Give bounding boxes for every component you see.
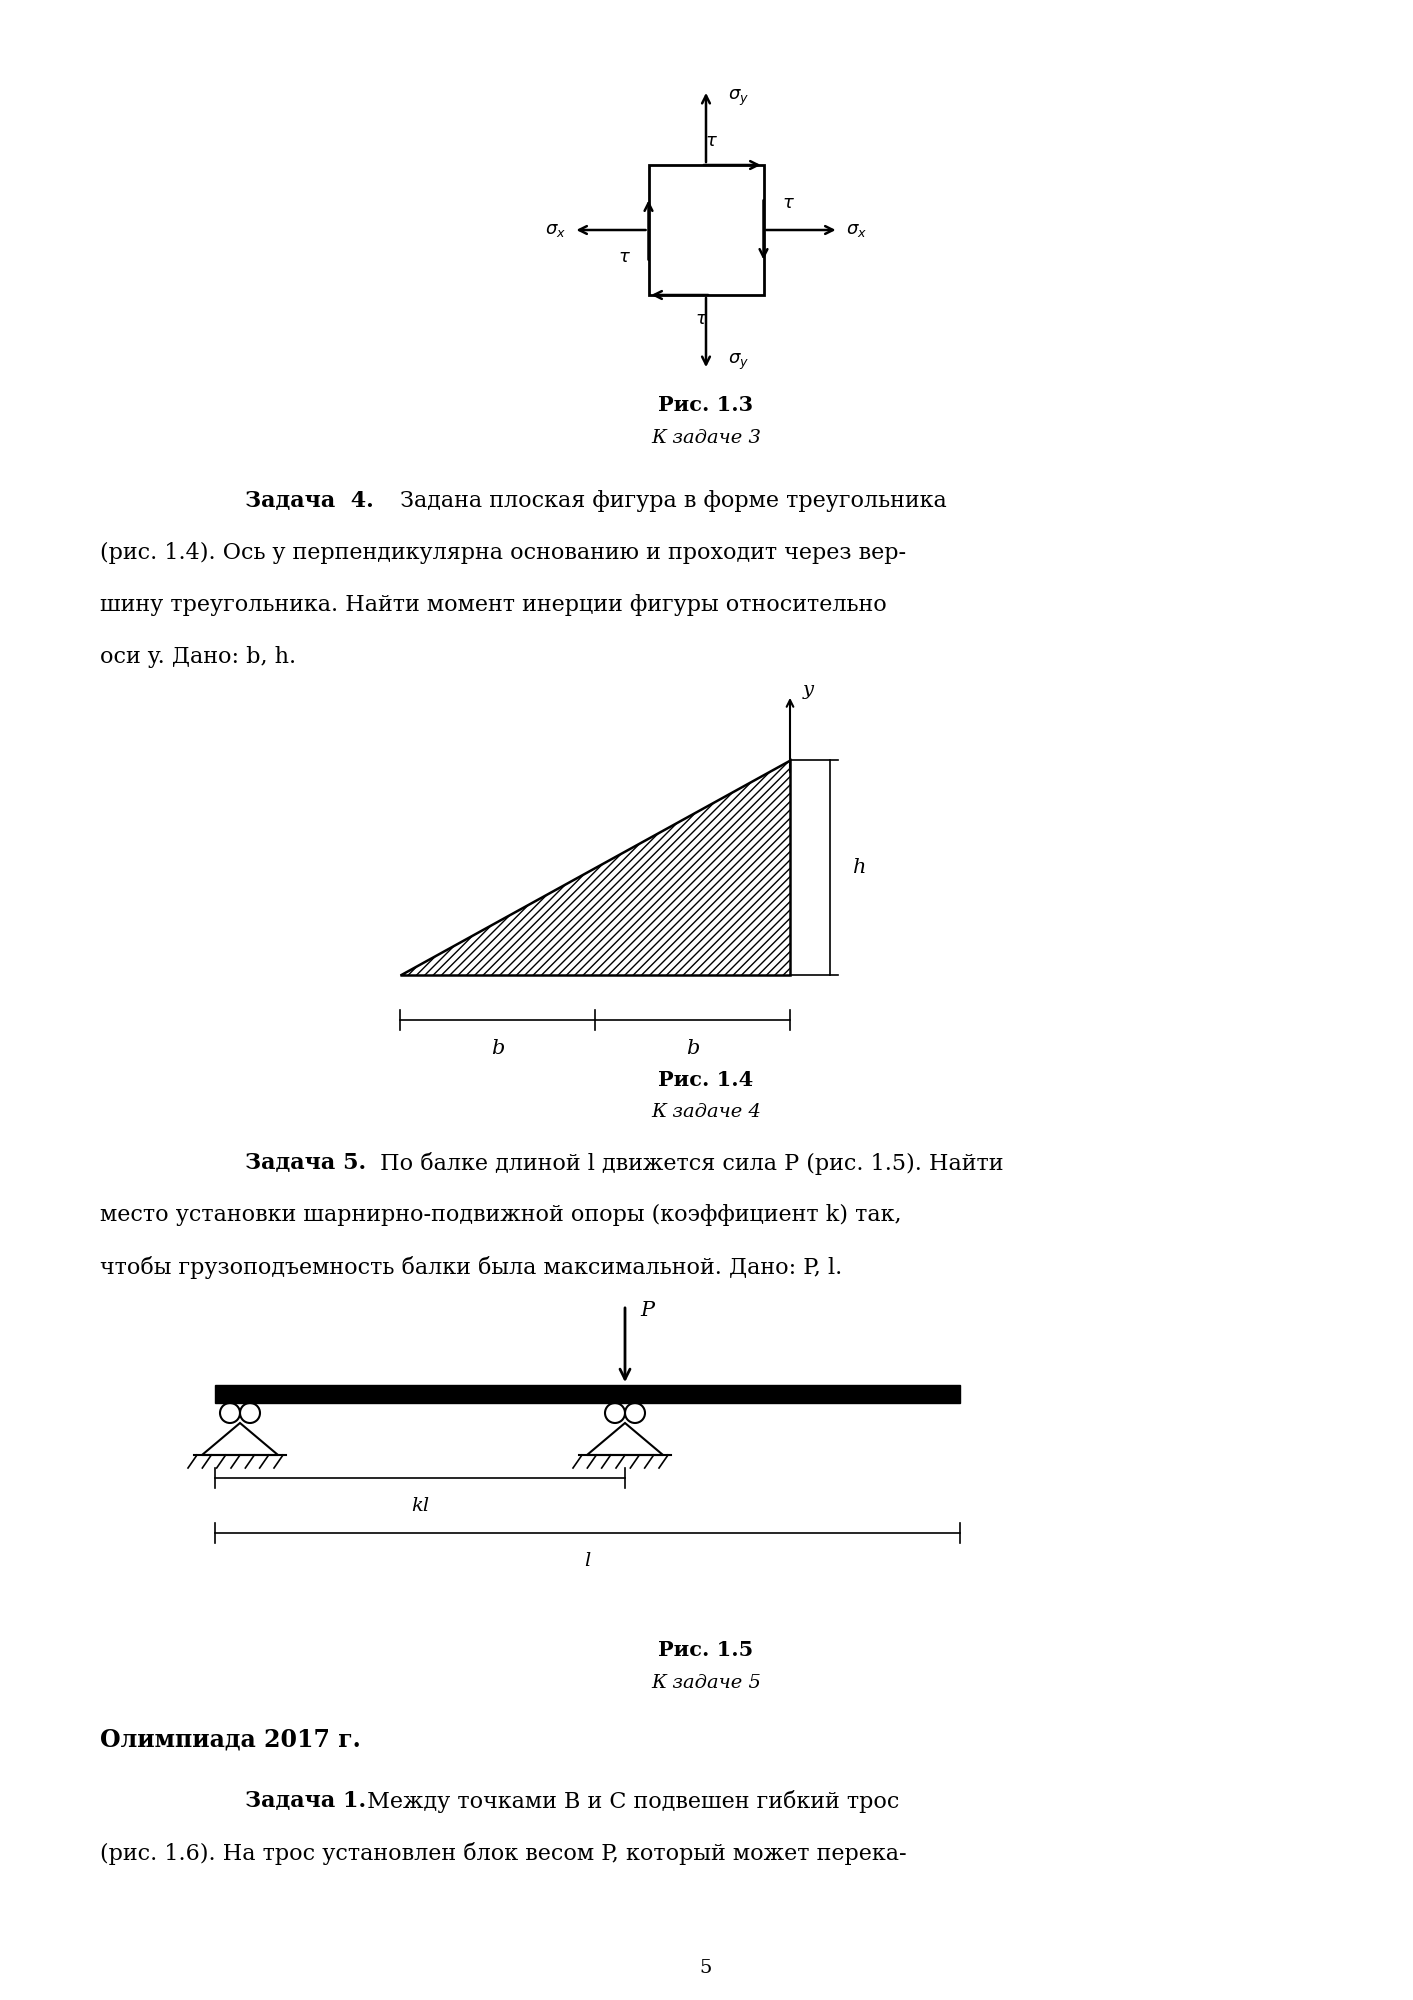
Text: К задаче 3: К задаче 3 [651,430,762,448]
Text: Между точками B и C подвешен гибкий трос: Между точками B и C подвешен гибкий трос [360,1790,900,1812]
Text: $\tau$: $\tau$ [705,132,718,150]
Text: h: h [853,858,866,876]
Text: $\sigma_x$: $\sigma_x$ [846,220,868,238]
Text: Олимпиада 2017 г.: Олимпиада 2017 г. [100,1728,360,1752]
Text: $\tau$: $\tau$ [781,194,794,212]
Text: b: b [685,1038,699,1058]
Text: чтобы грузоподъемность балки была максимальной. Дано: P, l.: чтобы грузоподъемность балки была максим… [100,1256,842,1280]
Text: $\sigma_y$: $\sigma_y$ [728,352,749,372]
Text: Задача 1.: Задача 1. [244,1790,366,1812]
Bar [215,1384,959,1404]
Text: $\tau$: $\tau$ [617,248,630,266]
Text: b: b [490,1038,504,1058]
Text: место установки шарнирно-подвижной опоры (коэффициент k) так,: место установки шарнирно-подвижной опоры… [100,1204,901,1226]
Text: Задача  4.: Задача 4. [244,490,374,512]
Text: оси y. Дано: b, h.: оси y. Дано: b, h. [100,646,297,668]
Polygon shape [400,760,790,976]
Bar [649,166,763,294]
Text: Задана плоская фигура в форме треугольника: Задана плоская фигура в форме треугольни… [393,490,947,512]
Text: $\sigma_x$: $\sigma_x$ [544,220,565,238]
Text: y: y [803,680,814,700]
Text: 5: 5 [699,1960,712,1976]
Text: Задача 5.: Задача 5. [244,1152,366,1174]
Text: К задаче 4: К задаче 4 [651,1104,762,1120]
Text: Рис. 1.3: Рис. 1.3 [658,396,753,416]
Text: (рис. 1.4). Ось y перпендикулярна основанию и проходит через вер-: (рис. 1.4). Ось y перпендикулярна основа… [100,542,906,564]
Text: шину треугольника. Найти момент инерции фигуры относительно: шину треугольника. Найти момент инерции … [100,594,887,616]
Text: l: l [585,1552,591,1570]
Text: $\sigma_y$: $\sigma_y$ [728,88,749,108]
Text: Рис. 1.4: Рис. 1.4 [658,1070,753,1090]
Text: По балке длиной l движется сила P (рис. 1.5). Найти: По балке длиной l движется сила P (рис. … [373,1152,1003,1174]
Text: (рис. 1.6). На трос установлен блок весом P, который может перека-: (рис. 1.6). На трос установлен блок весо… [100,1842,907,1864]
Text: kl: kl [411,1496,430,1516]
Text: P: P [640,1300,654,1320]
Text: К задаче 5: К задаче 5 [651,1674,762,1692]
Text: $\tau$: $\tau$ [695,310,708,328]
Text: Рис. 1.5: Рис. 1.5 [658,1640,753,1660]
